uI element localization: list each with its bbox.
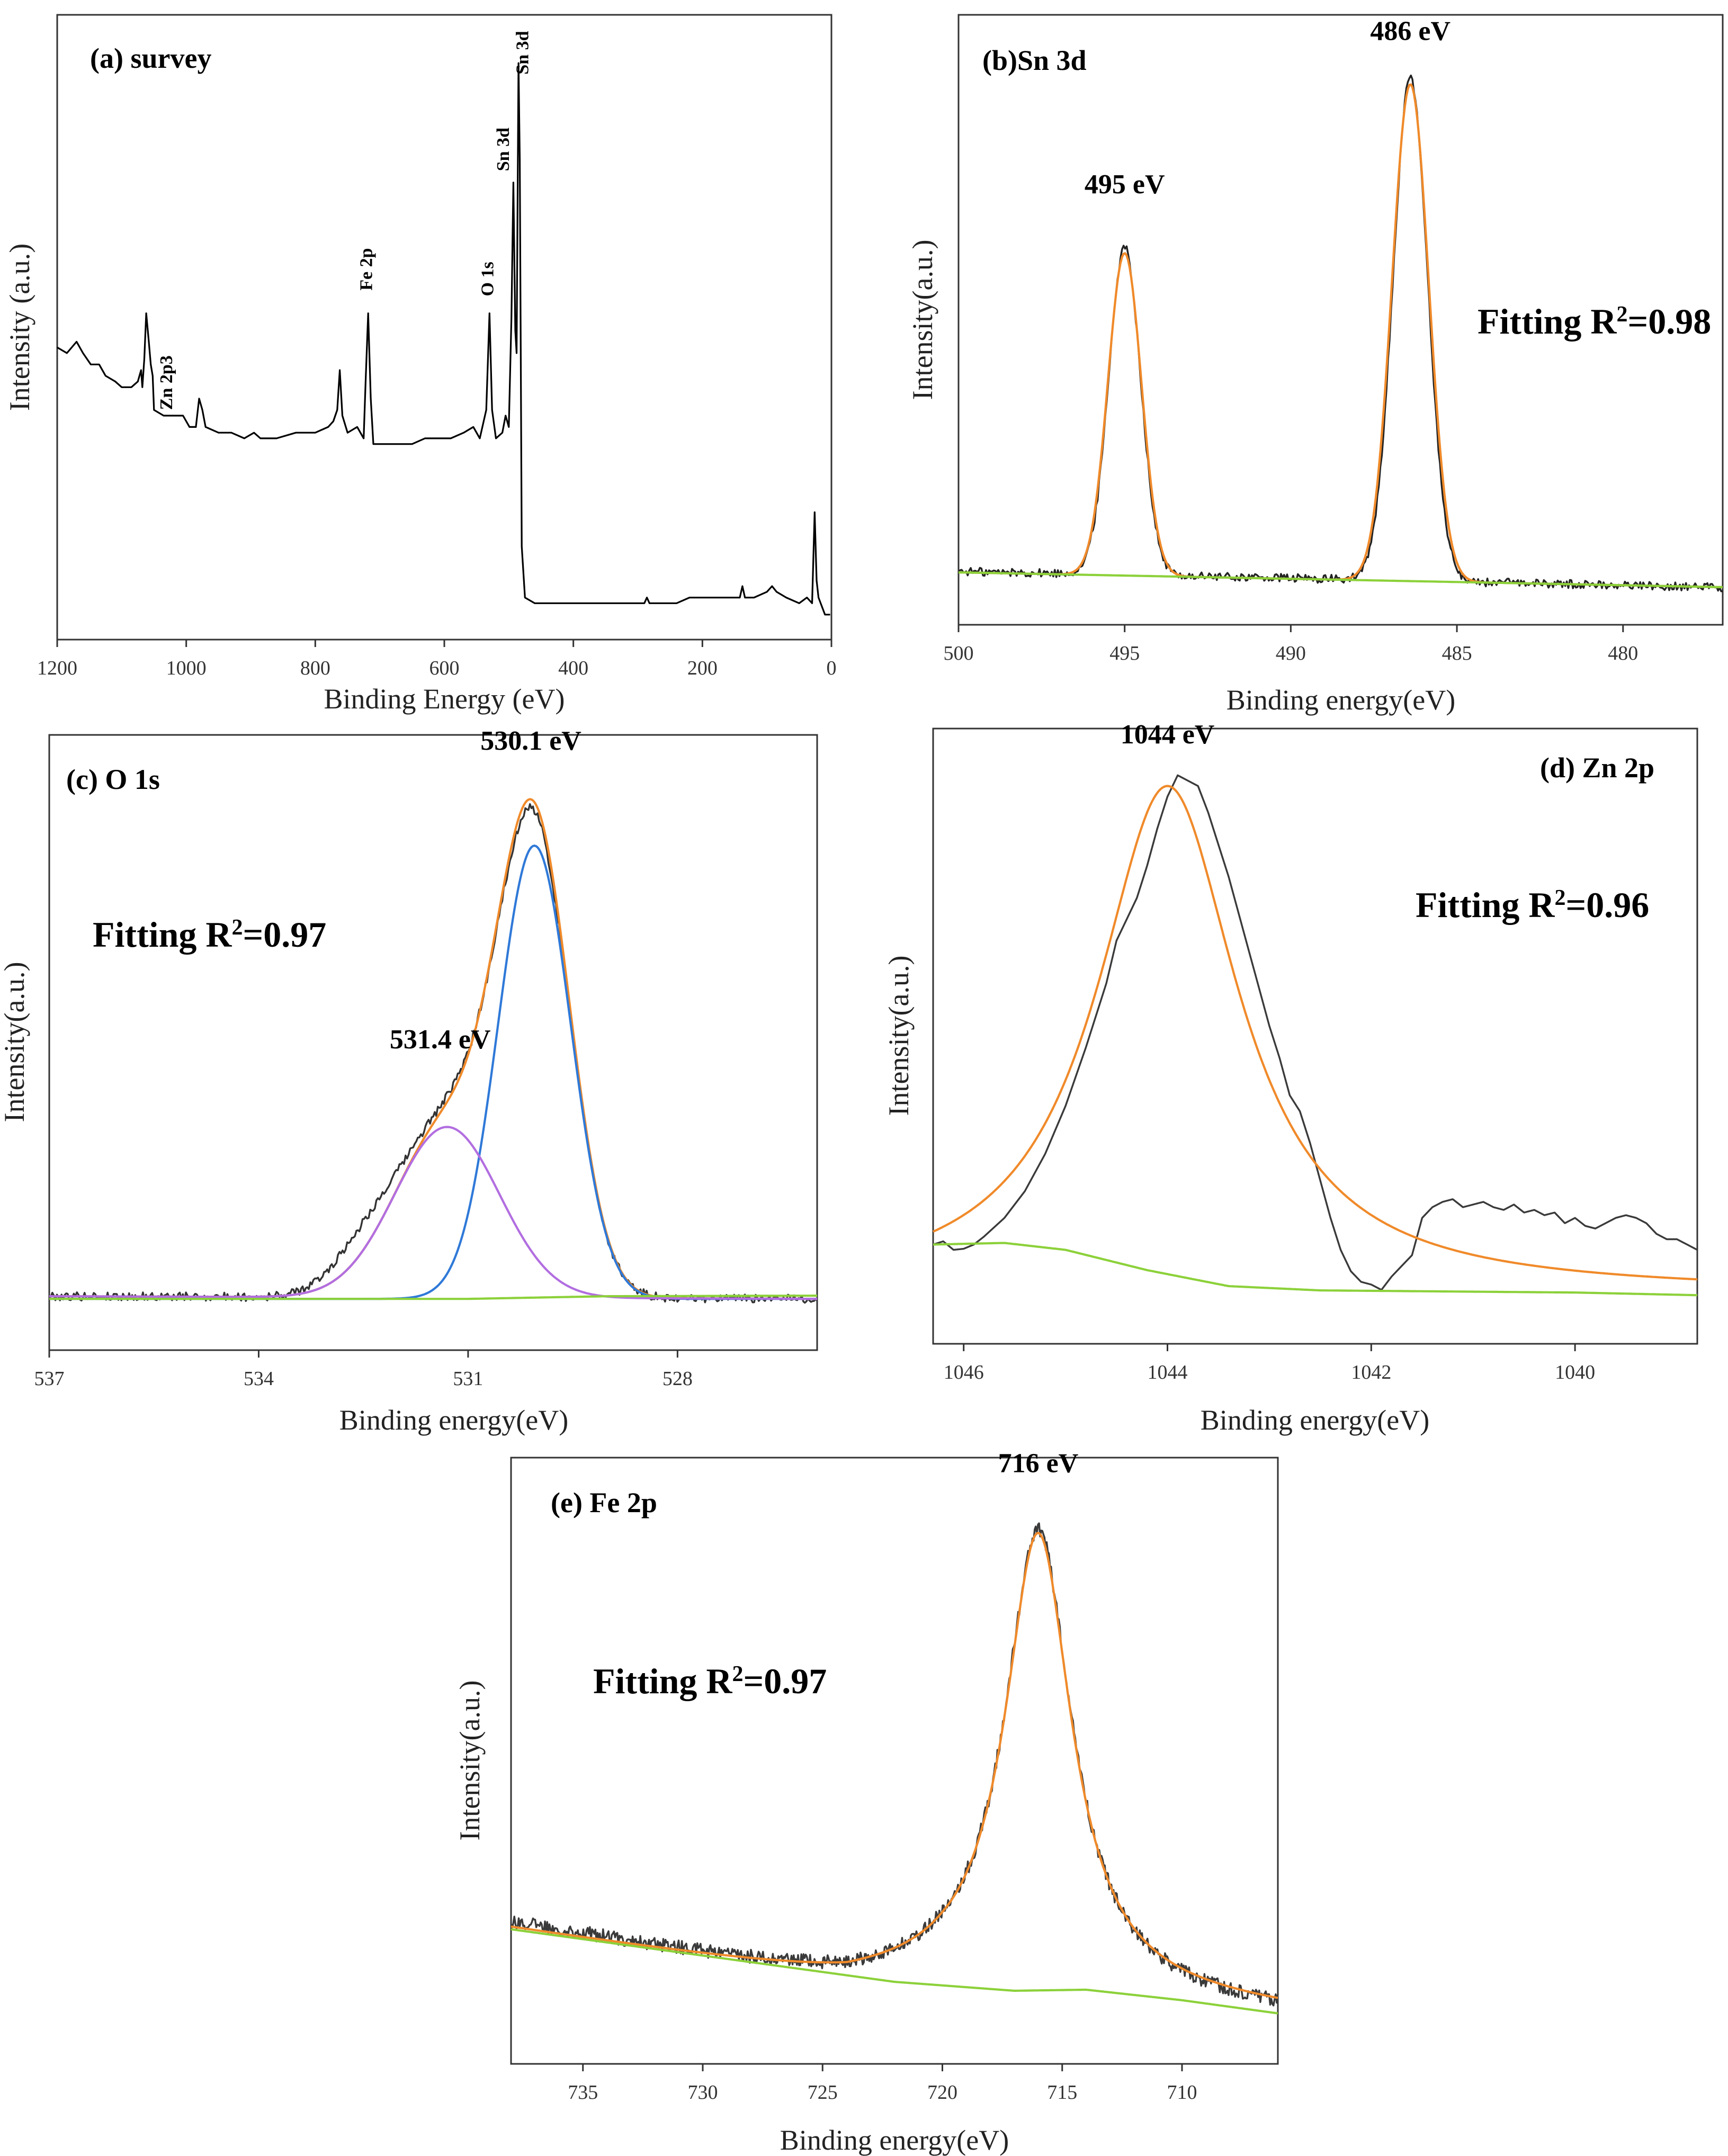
panel-a-peak-annotation: Fe 2p: [357, 248, 377, 290]
panel-e-xtick-label: 730: [688, 2081, 718, 2104]
panel-e-xtick-label: 720: [927, 2081, 957, 2104]
panel-a-title: (a) survey: [90, 42, 211, 74]
panel-b-title: (b)Sn 3d: [982, 44, 1087, 76]
panel-e-xtick-label: 715: [1047, 2081, 1077, 2104]
panel-d-xtick-label: 1040: [1555, 1361, 1595, 1384]
panel-c-fit-sup: 2: [232, 915, 243, 940]
panel-c-series-background: [49, 1295, 817, 1300]
panel-c-fit: Fitting R2=0.97: [93, 914, 326, 955]
panel-b-xtick-label: 500: [944, 642, 974, 664]
panel-a-peak-annotation: O 1s: [478, 262, 498, 296]
panel-d-fit-sup: 2: [1555, 886, 1566, 910]
panel-c-title: (c) O 1s: [66, 763, 160, 795]
panel-a-series-survey-spectrum: [57, 62, 830, 616]
panel-b-series-background: [958, 571, 1723, 589]
panel-b-fit-value: =0.98: [1628, 301, 1712, 342]
panel-d-xlabel: Binding energy(eV): [1201, 1404, 1429, 1436]
panel-a-survey: (a) survey Binding Energy (eV) Intensity…: [4, 14, 837, 715]
panel-e-xtick-label: 725: [808, 2081, 838, 2104]
panel-d-series-fitted-envelope: [933, 785, 1698, 1281]
panel-b-fit: Fitting R2=0.98: [1478, 301, 1711, 342]
panel-c-fit-value: =0.97: [243, 914, 327, 955]
panel-d-series-experimental: [933, 774, 1698, 1291]
panel-e-fe2p: (e) Fe 2p Fitting R2=0.97 Binding energy…: [454, 1448, 1279, 2156]
panel-c-series-component-531-4-ev: [49, 1126, 817, 1300]
panel-e-fit: Fitting R2=0.97: [593, 1661, 827, 1701]
panel-b-xtick-label: 495: [1109, 642, 1140, 664]
panel-c-xtick-label: 537: [34, 1368, 65, 1390]
panel-b-xtick-label: 480: [1608, 642, 1638, 664]
panel-d-peak-label: 1044 eV: [1121, 720, 1215, 750]
panel-e-xtick-label: 735: [568, 2081, 598, 2104]
panel-a-xtick-label: 800: [300, 657, 330, 679]
panel-c-xtick-label: 528: [662, 1368, 693, 1390]
panel-b-fit-sup: 2: [1617, 302, 1628, 327]
panel-d-title: (d) Zn 2p: [1540, 752, 1654, 784]
panel-b-peak-label: 486 eV: [1370, 16, 1451, 47]
panel-c-ylabel: Intensity(a.u.): [0, 962, 30, 1122]
panel-e-fit-sup: 2: [732, 1662, 744, 1686]
panel-b-frame: [957, 14, 1724, 626]
panel-c-xlabel: Binding energy(eV): [339, 1404, 568, 1436]
panel-e-xlabel: Binding energy(eV): [780, 2124, 1009, 2156]
panel-a-peak-annotation: Sn 3d: [513, 31, 532, 74]
panel-b-fit-label: Fitting R: [1478, 301, 1617, 342]
panel-e-series-fitted-envelope: [511, 1532, 1278, 1999]
panel-a-peak-annotation: Zn 2p3: [157, 355, 176, 410]
panel-e-frame: [510, 1457, 1279, 2065]
panel-b-xlabel: Binding energy(eV): [1226, 684, 1455, 716]
panel-d-fit-label: Fitting R: [1416, 885, 1555, 925]
panel-d-fit-value: =0.96: [1566, 885, 1650, 925]
panel-a-ylabel: Intensity (a.u.): [4, 244, 35, 411]
panel-b-ylabel: Intensity(a.u.): [907, 240, 938, 400]
panel-b-xtick-label: 485: [1442, 642, 1472, 664]
panel-d-xtick-label: 1044: [1148, 1361, 1188, 1384]
panel-a-xtick-label: 1000: [166, 657, 207, 679]
panel-d-series-background: [933, 1242, 1698, 1297]
panel-c-peak-label: 530.1 eV: [480, 726, 581, 756]
panel-e-fit-label: Fitting R: [593, 1661, 732, 1701]
panel-a-xtick-label: 600: [429, 657, 460, 679]
panel-c-xtick-label: 534: [244, 1368, 274, 1390]
panel-e-fit-value: =0.97: [744, 1661, 827, 1701]
panel-a-xtick-label: 400: [558, 657, 588, 679]
panel-c-fit-label: Fitting R: [93, 914, 232, 955]
panel-d-xtick-label: 1046: [944, 1361, 984, 1384]
panel-b-sn3d: (b)Sn 3d Fitting R2=0.98 Binding energy(…: [907, 14, 1724, 716]
panel-d-frame: [932, 727, 1698, 1345]
panel-c-peak-label: 531.4 eV: [390, 1025, 491, 1055]
panel-c-xtick-label: 531: [453, 1368, 483, 1390]
panel-c-frame: [48, 734, 818, 1351]
panel-a-xlabel: Binding Energy (eV): [324, 683, 565, 715]
panel-d-fit: Fitting R2=0.96: [1416, 885, 1649, 925]
panel-e-ylabel: Intensity(a.u.): [454, 1681, 486, 1841]
panel-a-xtick-label: 200: [687, 657, 718, 679]
panel-a-xtick-label: 1200: [37, 657, 77, 679]
panel-a-peak-annotation: Sn 3d: [494, 128, 513, 171]
panel-b-xtick-label: 490: [1276, 642, 1306, 664]
panel-e-title: (e) Fe 2p: [551, 1487, 657, 1519]
panel-e-xtick-label: 710: [1167, 2081, 1197, 2104]
panel-d-zn2p: (d) Zn 2p Fitting R2=0.96 Binding energy…: [883, 720, 1698, 1436]
panel-d-xtick-label: 1042: [1351, 1361, 1391, 1384]
panel-e-series-background: [511, 1928, 1278, 2015]
panel-a-xtick-label: 0: [827, 657, 837, 679]
panel-c-o1s: (c) O 1s Fitting R2=0.97 Binding energy(…: [0, 726, 818, 1436]
panel-e-peak-label: 716 eV: [998, 1448, 1079, 1478]
panel-d-ylabel: Intensity(a.u.): [883, 956, 915, 1116]
panel-b-peak-label: 495 eV: [1085, 169, 1165, 200]
